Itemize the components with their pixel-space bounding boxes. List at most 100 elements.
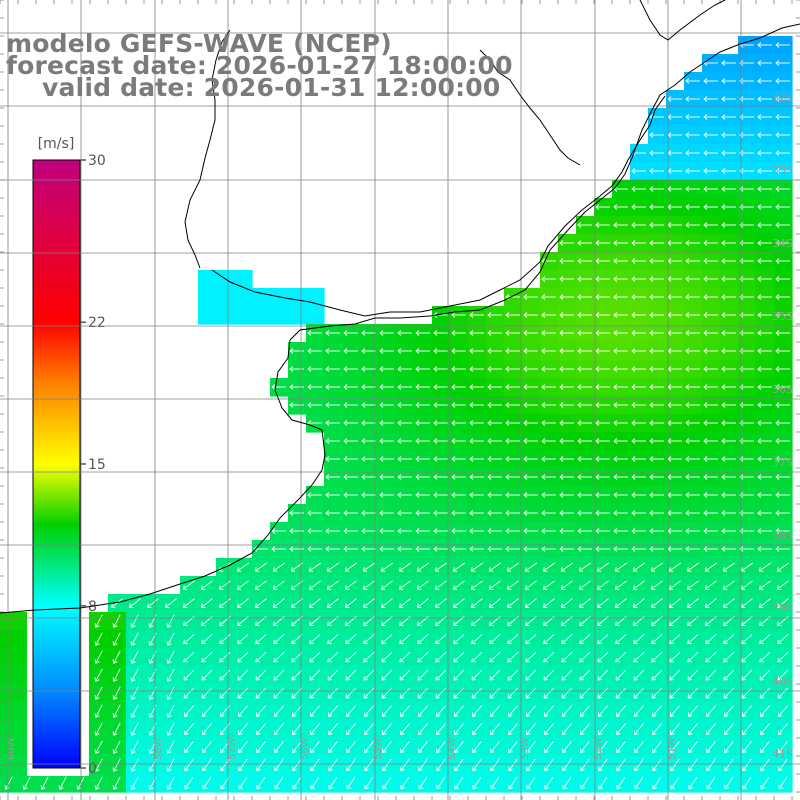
wind-arrow <box>273 669 285 681</box>
wind-arrow <box>253 546 268 552</box>
wind-arrow <box>418 741 428 754</box>
wind-arrow <box>541 510 556 516</box>
wind-arrow <box>343 330 358 336</box>
wind-arrow <box>487 492 502 498</box>
wind-arrow <box>775 492 790 498</box>
wind-arrow <box>130 722 139 736</box>
wind-arrow <box>595 510 610 516</box>
wind-arrow <box>721 114 736 120</box>
wind-arrow <box>523 420 538 426</box>
wind-arrow <box>775 330 790 336</box>
wind-arrow <box>577 330 592 336</box>
wind-arrow <box>505 330 520 336</box>
wind-arrow <box>130 704 139 718</box>
wind-arrow <box>687 669 699 681</box>
wind-arrow <box>703 528 718 534</box>
wind-arrow <box>469 402 484 408</box>
wind-arrow <box>307 546 322 552</box>
wind-arrow <box>685 240 700 246</box>
wind-arrow <box>400 741 410 754</box>
wind-arrow <box>289 348 304 354</box>
colorbar-tick-label: 22 <box>88 315 106 331</box>
wind-arrow <box>560 562 573 572</box>
wind-arrow <box>721 186 736 192</box>
wind-arrow <box>523 528 538 534</box>
wind-arrow <box>705 687 717 699</box>
wind-arrow <box>631 528 646 534</box>
wind-arrow <box>526 741 536 754</box>
wind-arrow <box>757 222 772 228</box>
wind-arrow <box>526 723 536 735</box>
wind-arrow <box>595 294 610 300</box>
wind-arrow <box>721 438 736 444</box>
wind-arrow <box>292 776 302 790</box>
wind-arrow <box>361 438 376 444</box>
wind-arrow <box>289 384 304 390</box>
wind-arrow <box>721 312 736 318</box>
field-cell <box>234 270 253 289</box>
wind-arrow <box>94 614 103 628</box>
wind-arrow <box>472 759 482 772</box>
wind-arrow <box>433 402 448 408</box>
wind-arrow <box>453 705 464 717</box>
wind-arrow <box>597 633 609 645</box>
wind-arrow <box>703 384 718 390</box>
lat-label: 36S <box>772 383 793 396</box>
wind-arrow <box>325 402 340 408</box>
wind-arrow <box>487 312 502 318</box>
wind-arrow <box>525 633 537 645</box>
wind-arrow <box>777 669 789 681</box>
wind-arrow <box>130 740 139 754</box>
wind-arrow <box>436 741 446 754</box>
wind-arrow <box>595 222 610 228</box>
wind-arrow <box>469 492 484 498</box>
wind-arrow <box>775 168 790 174</box>
wind-arrow <box>505 420 520 426</box>
wind-arrow <box>434 562 447 572</box>
wind-arrow <box>523 456 538 462</box>
wind-arrow <box>759 651 771 663</box>
wind-arrow <box>130 686 139 700</box>
wind-arrow <box>469 456 484 462</box>
wind-arrow <box>757 510 772 516</box>
wind-arrow <box>397 384 412 390</box>
wind-arrow <box>703 348 718 354</box>
wind-arrow <box>685 204 700 210</box>
wind-arrow <box>202 741 212 754</box>
wind-arrow <box>345 669 357 681</box>
wind-arrow <box>705 705 716 717</box>
wind-arrow <box>505 312 520 318</box>
wind-arrow <box>526 759 536 772</box>
wind-arrow <box>631 312 646 318</box>
wind-arrow <box>94 686 103 700</box>
wind-arrow <box>596 562 609 572</box>
wind-arrow <box>255 633 267 645</box>
wind-arrow <box>237 687 249 699</box>
wind-arrow <box>379 456 394 462</box>
wind-arrow <box>523 492 538 498</box>
wind-arrow <box>343 366 358 372</box>
wind-arrow <box>362 562 375 572</box>
wind-arrow <box>561 633 573 645</box>
wind-arrow <box>344 562 357 572</box>
wind-arrow <box>505 546 520 552</box>
wind-arrow <box>327 705 338 717</box>
wind-arrow <box>542 562 555 572</box>
wind-arrow <box>577 294 592 300</box>
wind-arrow <box>688 741 698 754</box>
wind-arrow <box>561 669 573 681</box>
wind-arrow <box>433 456 448 462</box>
wind-arrow <box>307 492 322 498</box>
wind-arrow <box>451 474 466 480</box>
wind-arrow <box>613 474 628 480</box>
wind-arrow <box>379 366 394 372</box>
wind-arrow <box>328 759 338 772</box>
wind-arrow <box>543 651 555 663</box>
wind-arrow <box>669 633 681 645</box>
wind-arrow <box>775 348 790 354</box>
wind-arrow <box>380 562 393 572</box>
field-cell <box>252 306 271 325</box>
wind-arrow <box>613 492 628 498</box>
wind-arrow <box>577 546 592 552</box>
wind-arrow <box>703 276 718 282</box>
